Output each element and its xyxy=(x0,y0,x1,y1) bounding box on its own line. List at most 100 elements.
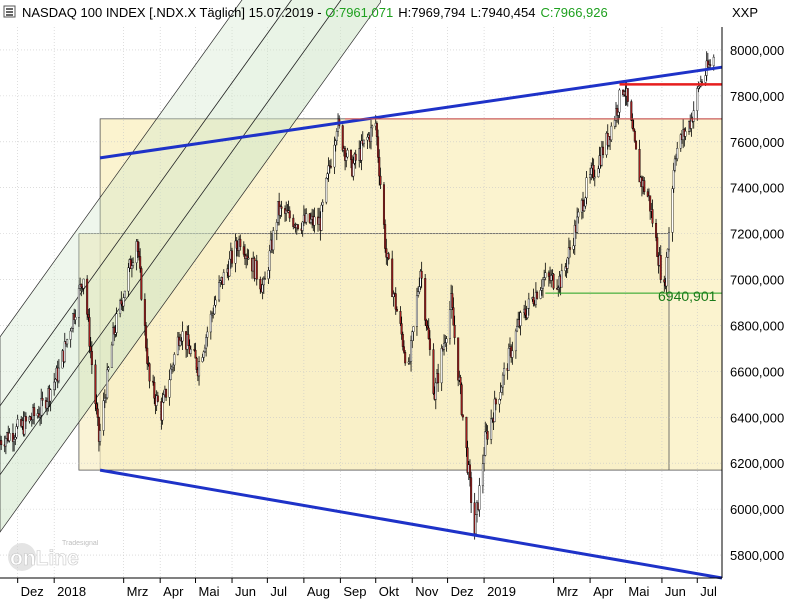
low-value: L:7940,454 xyxy=(470,5,535,20)
candle-body xyxy=(259,279,262,290)
x-tick-label: Mai xyxy=(628,584,649,599)
candle-body xyxy=(345,156,348,161)
candle-body xyxy=(228,258,231,277)
candle-body xyxy=(40,398,43,416)
y-tick-label: 7200,000 xyxy=(730,227,784,242)
x-tick-label: Dez xyxy=(21,584,44,599)
candle-body xyxy=(305,213,308,223)
trendline-lower xyxy=(99,468,723,580)
candle-body xyxy=(194,349,197,359)
candle-body xyxy=(457,337,460,381)
candle-body xyxy=(638,149,641,183)
support-level-label: 6940,901 xyxy=(658,288,717,304)
candle-body xyxy=(255,260,258,280)
candle-body xyxy=(453,325,456,338)
candle-body xyxy=(82,278,85,289)
channel-band xyxy=(0,0,342,476)
candle-body xyxy=(633,131,636,142)
candle-body xyxy=(127,267,130,292)
candle-body xyxy=(672,170,675,189)
candle-body xyxy=(143,299,146,326)
candle-body xyxy=(49,389,52,402)
candle-body xyxy=(148,363,151,382)
candle-body xyxy=(262,279,265,286)
candle-body xyxy=(395,309,398,312)
candle-body xyxy=(90,351,93,366)
candle-body xyxy=(440,348,443,384)
candle-body xyxy=(418,286,421,293)
candle-body xyxy=(483,455,486,464)
candle-body xyxy=(384,224,387,249)
candle-body xyxy=(684,131,687,137)
candle-body xyxy=(280,206,283,209)
candle-body xyxy=(499,392,502,400)
candle-body xyxy=(474,514,477,534)
candle-body xyxy=(320,204,323,231)
candle-body xyxy=(589,174,592,178)
candle-body xyxy=(123,290,126,298)
candle-body xyxy=(156,395,159,402)
candle-body xyxy=(511,350,514,358)
candle-body xyxy=(524,308,527,316)
candle-body xyxy=(445,338,448,343)
candle-body xyxy=(503,368,506,376)
candle-body xyxy=(547,272,550,277)
chart-menu-icon[interactable] xyxy=(3,5,16,18)
candle-body xyxy=(385,248,388,258)
candle-body xyxy=(161,402,164,421)
candle-body xyxy=(426,325,429,329)
open-value: O:7961,071 xyxy=(325,5,393,20)
candle-body xyxy=(709,64,712,66)
candle-body xyxy=(378,157,381,177)
candle-body xyxy=(88,317,91,347)
candle-body xyxy=(264,278,267,280)
candle-body xyxy=(500,386,503,393)
candle-body xyxy=(411,331,414,341)
candle-body xyxy=(309,219,312,223)
candle-body xyxy=(203,347,206,353)
candle-body xyxy=(326,173,329,179)
candle-body xyxy=(400,323,403,335)
candle-body xyxy=(676,148,679,159)
candle-body xyxy=(130,265,133,269)
candle-body xyxy=(391,258,394,298)
candle-body xyxy=(643,180,646,192)
candle-body xyxy=(493,398,496,422)
y-tick-label: 6800,000 xyxy=(730,318,784,333)
x-tick-label: Mai xyxy=(199,584,220,599)
candle-body xyxy=(222,272,225,285)
candle-body xyxy=(569,247,572,250)
candle-body xyxy=(195,357,198,370)
chart-title: NASDAQ 100 INDEX [.NDX.X Täglich] 15.07.… xyxy=(22,5,314,20)
candle-body xyxy=(15,426,18,438)
candle-body xyxy=(86,278,89,315)
candle-body xyxy=(346,149,349,158)
candle-body xyxy=(231,250,234,264)
candle-body xyxy=(106,369,109,399)
candle-body xyxy=(292,217,295,227)
candle-body xyxy=(470,477,473,503)
candle-body xyxy=(632,128,635,132)
candle-body xyxy=(443,343,446,350)
candle-body xyxy=(102,400,105,431)
candle-body xyxy=(165,388,168,398)
candle-body xyxy=(94,364,97,405)
candle-body xyxy=(213,305,216,315)
candle-body xyxy=(552,273,555,289)
x-tick-label: Jun xyxy=(235,584,256,599)
candle-body xyxy=(168,379,171,398)
candle-body xyxy=(146,347,149,364)
candle-body xyxy=(696,88,699,111)
candle-body xyxy=(514,330,517,352)
candle-body xyxy=(635,140,638,150)
candle-body xyxy=(122,297,125,307)
candle-body xyxy=(321,201,324,206)
candle-body xyxy=(89,346,92,352)
candle-body xyxy=(618,89,621,113)
candle-body xyxy=(354,153,357,161)
watermark-brand: onLine xyxy=(10,547,79,570)
candle-body xyxy=(115,313,118,333)
candle-body xyxy=(187,334,190,346)
candle-body xyxy=(655,223,658,238)
candle-body xyxy=(468,464,471,478)
